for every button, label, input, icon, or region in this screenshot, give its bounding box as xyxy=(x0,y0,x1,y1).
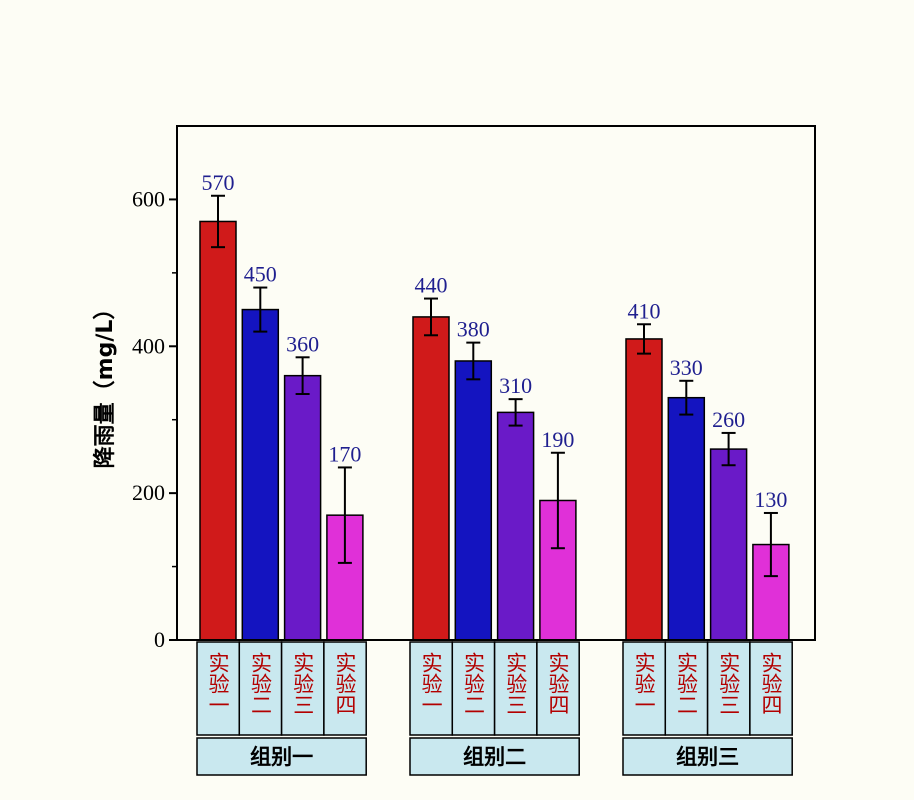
category-label: 实验一 xyxy=(206,652,230,715)
bar xyxy=(496,411,535,641)
bar xyxy=(241,308,280,641)
category-label-box xyxy=(706,641,751,736)
group-label-box xyxy=(622,737,793,776)
value-label: 170 xyxy=(328,441,361,466)
value-label: 130 xyxy=(754,487,787,512)
category-label: 实验四 xyxy=(333,652,357,715)
group-label: 组别一 xyxy=(250,745,313,769)
bar xyxy=(454,360,493,641)
plot-frame xyxy=(176,125,816,641)
group-label-box xyxy=(409,737,580,776)
category-label: 实验三 xyxy=(291,652,315,715)
y-tick-label: 400 xyxy=(132,333,165,358)
category-label: 实验四 xyxy=(759,652,783,715)
category-label-box xyxy=(238,641,283,736)
bar xyxy=(412,316,450,641)
category-label-box xyxy=(536,641,580,736)
category-label-box xyxy=(409,641,454,736)
group-label-box xyxy=(196,737,367,776)
value-label: 310 xyxy=(499,373,532,398)
category-label-box xyxy=(323,641,367,736)
group-label: 组别三 xyxy=(676,745,739,769)
y-tick-label: 600 xyxy=(132,186,165,211)
category-label: 实验三 xyxy=(504,652,528,715)
category-label-box xyxy=(622,641,667,736)
category-label: 实验三 xyxy=(717,652,741,715)
value-label: 450 xyxy=(244,262,277,287)
category-label-box xyxy=(749,641,793,736)
category-label: 实验一 xyxy=(632,652,656,715)
y-tick-label: 0 xyxy=(154,627,165,652)
value-label: 330 xyxy=(670,355,703,380)
value-label: 260 xyxy=(712,407,745,432)
category-label: 实验一 xyxy=(419,652,443,715)
category-label: 实验二 xyxy=(674,652,698,715)
bar xyxy=(283,374,322,641)
category-label-box xyxy=(493,641,538,736)
category-label-box xyxy=(280,641,325,736)
category-label: 实验二 xyxy=(248,652,272,715)
value-label: 380 xyxy=(457,317,490,342)
bar xyxy=(667,396,706,641)
category-label: 实验四 xyxy=(546,652,570,715)
category-label-box xyxy=(451,641,496,736)
value-label: 190 xyxy=(541,427,574,452)
category-label-box xyxy=(196,641,241,736)
value-label: 440 xyxy=(415,273,448,298)
category-label: 实验二 xyxy=(461,652,485,715)
value-label: 360 xyxy=(286,331,319,356)
bar xyxy=(199,220,237,641)
y-axis-label: 降雨量（mg/L） xyxy=(93,298,118,469)
group-label: 组别二 xyxy=(463,745,526,769)
bar xyxy=(709,448,748,641)
value-label: 570 xyxy=(202,170,235,195)
value-label: 410 xyxy=(628,298,661,323)
y-tick-label: 200 xyxy=(132,480,165,505)
bar xyxy=(625,338,663,641)
